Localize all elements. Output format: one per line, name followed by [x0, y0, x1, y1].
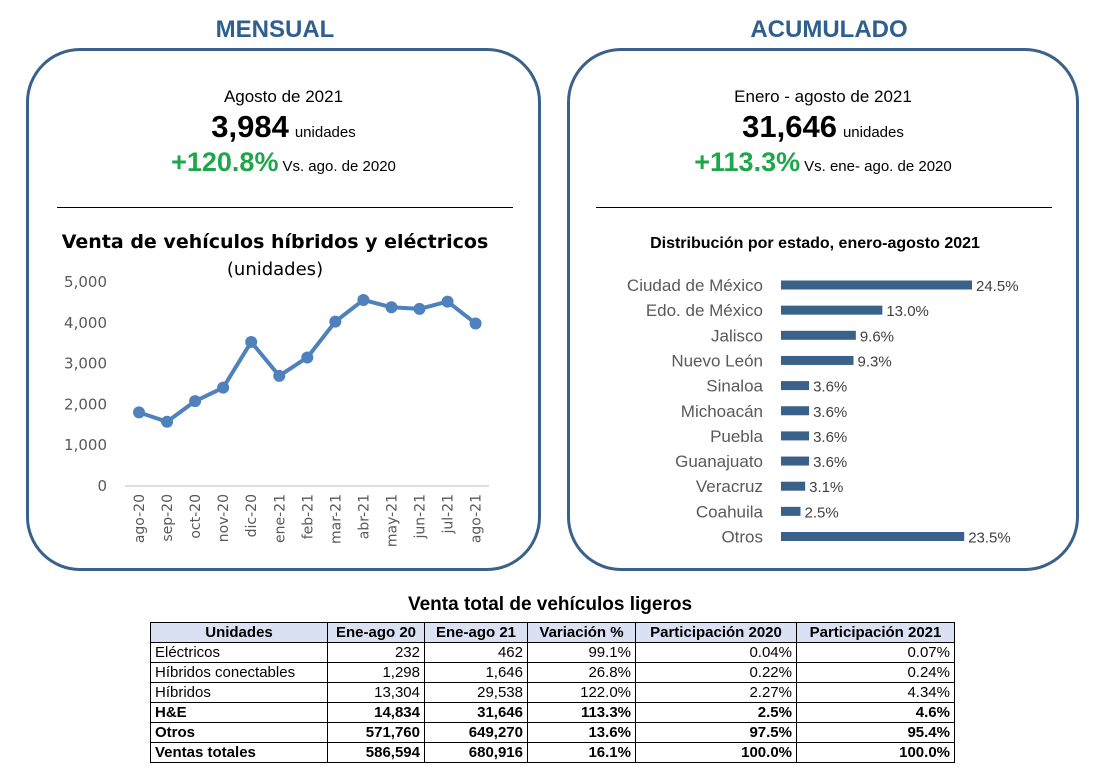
cell: 680,916: [424, 742, 528, 763]
row-label: Híbridos: [150, 682, 328, 703]
cell: 571,760: [327, 722, 425, 743]
header-units: Unidades: [150, 622, 328, 643]
cell: 4.34%: [796, 682, 955, 703]
cell: 99.1%: [527, 642, 636, 663]
table-row: Híbridos conectables 1,298 1,646 26.8% 0…: [150, 662, 955, 683]
cell: 1,646: [424, 662, 528, 683]
monthly-period: Agosto de 2021: [223, 87, 344, 106]
cell: 100.0%: [635, 742, 797, 763]
table-row: Híbridos 13,304 29,538 122.0% 2.27% 4.34…: [150, 682, 955, 703]
header-share-2021: Participación 2021: [796, 622, 955, 643]
row-label: Eléctricos: [150, 642, 328, 663]
cumulative-delta: +113.3%: [694, 147, 801, 177]
cell: 0.24%: [796, 662, 955, 683]
header-share-2020: Participación 2020: [635, 622, 797, 643]
cell: 0.04%: [635, 642, 797, 663]
sales-table: Unidades Ene-ago 20 Ene-ago 21 Variación…: [150, 622, 955, 763]
cell: 462: [424, 642, 528, 663]
cell: 0.22%: [635, 662, 797, 683]
cell: 31,646: [424, 702, 528, 723]
cell: 0.07%: [796, 642, 955, 663]
monthly-change: +120.8% Vs. ago. de 2020: [29, 147, 538, 178]
cell: 13.6%: [527, 722, 636, 743]
cell: 97.5%: [635, 722, 797, 743]
cumulative-heading: ACUMULADO: [750, 16, 908, 43]
monthly-comparison: Vs. ago. de 2020: [282, 158, 396, 175]
cell: 16.1%: [527, 742, 636, 763]
monthly-panel: Agosto de 2021 3,984 unidades +120.8% Vs. …: [26, 48, 541, 571]
header-variation: Variación %: [527, 622, 636, 643]
cumulative-panel: Enero - agosto de 2021 31,646 unidades +1…: [567, 48, 1079, 571]
table-row: Ventas totales 586,594 680,916 16.1% 100…: [150, 742, 955, 763]
cell: 26.8%: [527, 662, 636, 683]
cell: 649,270: [424, 722, 528, 743]
table-header-row: Unidades Ene-ago 20 Ene-ago 21 Variación…: [150, 622, 955, 643]
cumulative-period: Enero - agosto de 2021: [734, 87, 912, 106]
monthly-heading: MENSUAL: [215, 16, 335, 43]
cell: 100.0%: [796, 742, 955, 763]
row-label: Híbridos conectables: [150, 662, 328, 683]
table-title: Venta total de vehículos ligeros: [407, 594, 693, 615]
header-ene-ago-20: Ene-ago 20: [327, 622, 425, 643]
cell: 122.0%: [527, 682, 636, 703]
row-label: Otros: [150, 722, 328, 743]
cell: 113.3%: [527, 702, 636, 723]
cumulative-divider: [596, 207, 1052, 208]
cumulative-comparison: Vs. ene- ago. de 2020: [804, 158, 952, 175]
table-row: Eléctricos 232 462 99.1% 0.04% 0.07%: [150, 642, 955, 663]
monthly-delta: +120.8%: [171, 147, 279, 177]
table-row: H&E 14,834 31,646 113.3% 2.5% 4.6%: [150, 702, 955, 723]
cell: 29,538: [424, 682, 528, 703]
cumulative-change: +113.3% Vs. ene- ago. de 2020: [570, 147, 1076, 178]
table-row: Otros 571,760 649,270 13.6% 97.5% 95.4%: [150, 722, 955, 743]
monthly-value: 3,984: [211, 109, 289, 144]
cell: 232: [327, 642, 425, 663]
cumulative-kpi: 31,646 unidades: [570, 109, 1076, 145]
cumulative-value: 31,646: [742, 109, 837, 144]
cell: 2.27%: [635, 682, 797, 703]
cell: 13,304: [327, 682, 425, 703]
cell: 2.5%: [635, 702, 797, 723]
cell: 95.4%: [796, 722, 955, 743]
cell: 586,594: [327, 742, 425, 763]
cell: 1,298: [327, 662, 425, 683]
row-label: H&E: [150, 702, 328, 723]
monthly-unit: unidades: [294, 124, 356, 141]
monthly-kpi: 3,984 unidades: [29, 109, 538, 145]
cell: 4.6%: [796, 702, 955, 723]
cell: 14,834: [327, 702, 425, 723]
monthly-divider: [57, 207, 513, 208]
row-label: Ventas totales: [150, 742, 328, 763]
header-ene-ago-21: Ene-ago 21: [424, 622, 528, 643]
cumulative-unit: unidades: [842, 124, 904, 141]
